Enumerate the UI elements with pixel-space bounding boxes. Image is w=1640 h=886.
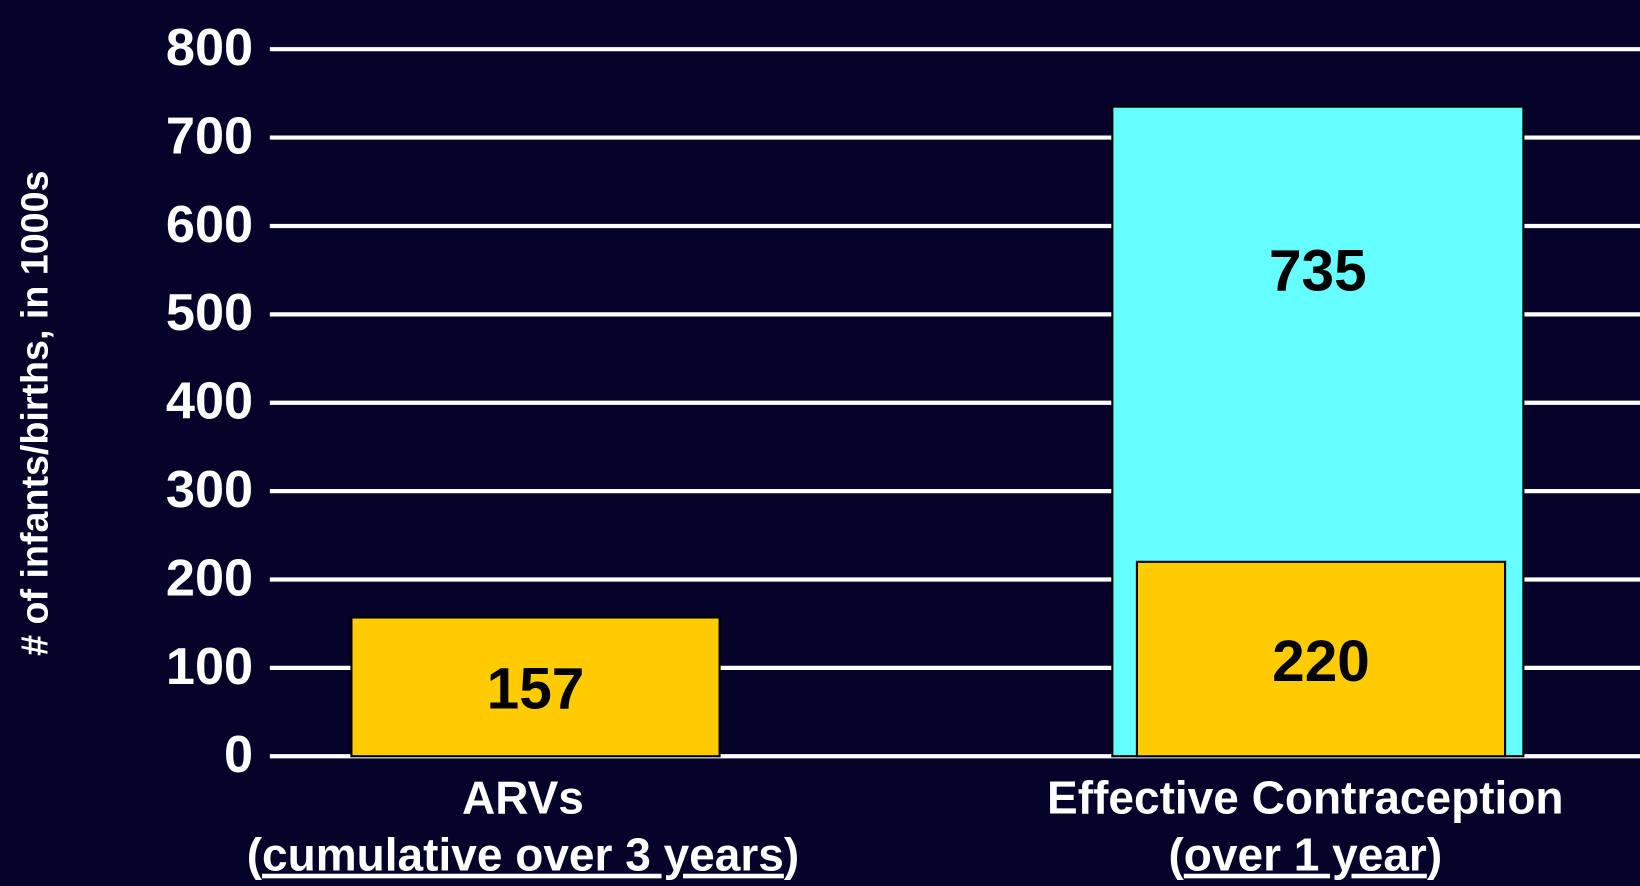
value-label: 220 xyxy=(1272,629,1370,694)
y-tick-label: 700 xyxy=(166,107,253,165)
y-tick-label: 200 xyxy=(166,549,253,607)
y-tick-label: 400 xyxy=(166,373,253,431)
note-part: ) xyxy=(784,829,799,881)
y-tick-label: 0 xyxy=(224,726,253,784)
y-tick-label: 300 xyxy=(166,461,253,519)
x-tick-note: (cumulative over 3 years) xyxy=(247,829,799,881)
note-part: ( xyxy=(247,829,263,881)
y-tick-label: 100 xyxy=(166,638,253,696)
note-part: cumulative over 3 years xyxy=(262,829,784,881)
bar xyxy=(350,616,721,758)
y-tick-label: 500 xyxy=(166,284,253,342)
x-tick-label: ARVs xyxy=(462,771,584,823)
x-tick-note: (over 1 year) xyxy=(1168,829,1442,881)
y-tick-label: 800 xyxy=(166,19,253,77)
note-part: ( xyxy=(1168,829,1184,881)
note-part: over 1 year xyxy=(1184,829,1427,881)
y-axis-label: # of infants/births, in 1000s xyxy=(14,171,56,656)
x-tick-label: Effective Contraception xyxy=(1047,771,1564,823)
bar xyxy=(1135,560,1507,758)
value-label: 735 xyxy=(1269,239,1367,304)
value-label: 157 xyxy=(487,657,585,722)
y-tick-label: 600 xyxy=(166,196,253,254)
note-part: ) xyxy=(1427,829,1442,881)
